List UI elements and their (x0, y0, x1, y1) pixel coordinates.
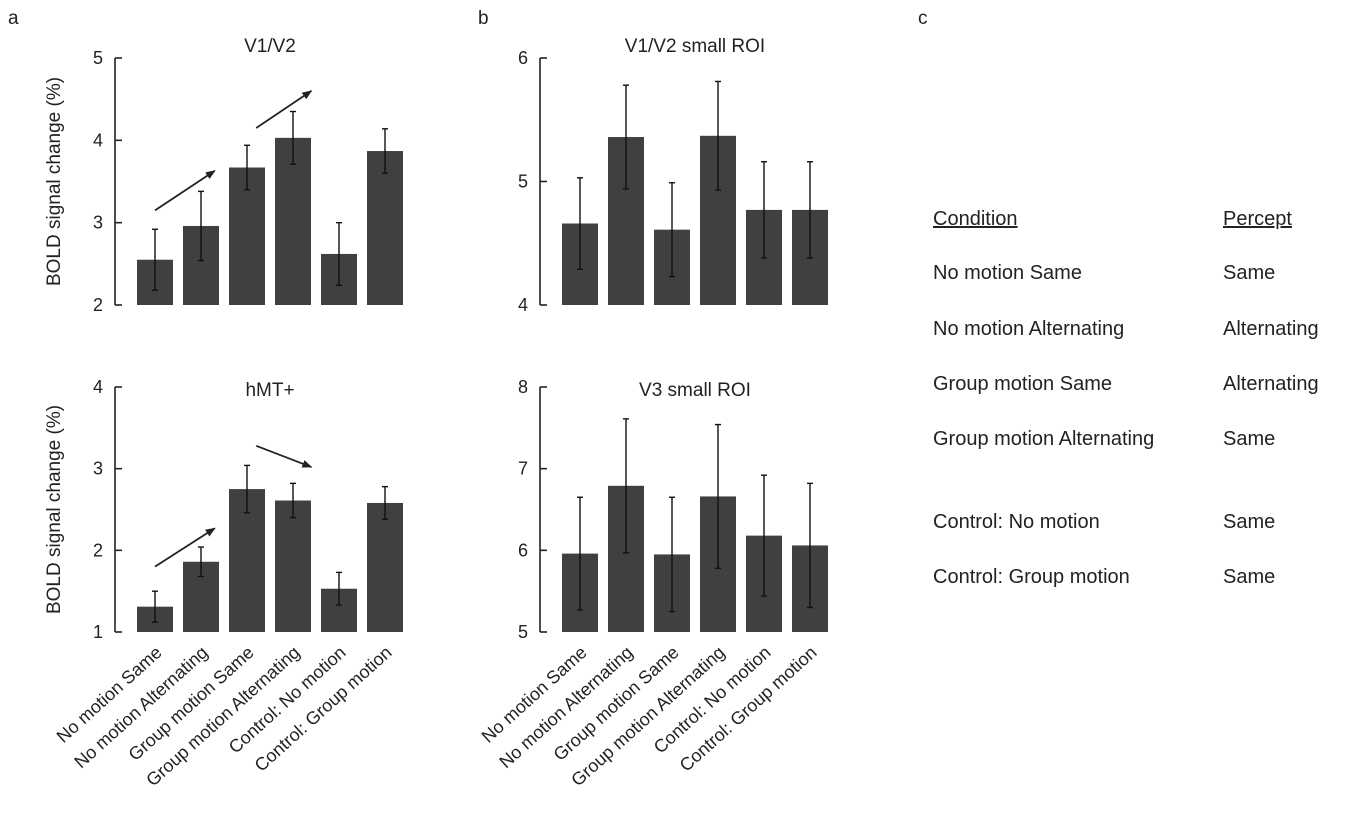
y-tick-label: 3 (93, 459, 103, 479)
trend-arrow (154, 527, 216, 568)
trend-arrow (255, 444, 313, 468)
chart-title: V1/V2 small ROI (625, 36, 765, 57)
y-tick-label: 2 (93, 540, 103, 560)
table-row-condition: No motion Alternating (933, 318, 1124, 340)
table-row-condition: No motion Same (933, 262, 1082, 284)
table-row-percept: Alternating (1223, 318, 1319, 340)
table-row-condition: Group motion Alternating (933, 428, 1154, 450)
y-tick-label: 6 (518, 540, 528, 560)
panel-letter-a: a (8, 8, 19, 29)
condition-percept-table: Condition Percept No motion Same Same No… (933, 208, 1319, 588)
y-tick-label: 4 (93, 377, 103, 397)
y-tick-label: 3 (93, 213, 103, 233)
chart-v1v2-small-roi: 4 5 6 V1/V2 small ROI (518, 36, 828, 315)
y-tick-label: 5 (93, 48, 103, 68)
table-row-condition: Control: No motion (933, 511, 1100, 533)
panel-letter-c: c (918, 8, 928, 29)
table-row-percept: Same (1223, 511, 1275, 533)
table-row-percept: Same (1223, 566, 1275, 588)
table-row-condition: Control: Group motion (933, 566, 1130, 588)
bar (367, 151, 403, 305)
table-header-percept: Percept (1223, 208, 1292, 230)
bar (275, 137, 311, 305)
trend-arrow (154, 170, 216, 212)
y-tick-label: 5 (518, 172, 528, 192)
bar (275, 500, 311, 632)
y-tick-label: 2 (93, 295, 103, 315)
table-row-percept: Same (1223, 428, 1275, 450)
y-axis-label: BOLD signal change (%) (44, 405, 65, 614)
table-row-percept: Same (1223, 262, 1275, 284)
y-tick-label: 8 (518, 377, 528, 397)
chart-title: V1/V2 (244, 36, 296, 57)
y-tick-label: 6 (518, 48, 528, 68)
bar (367, 502, 403, 632)
y-tick-label: 4 (93, 130, 103, 150)
chart-title: hMT+ (245, 380, 294, 401)
chart-v1v2: 2 3 4 5 V1/V2 BOLD signal change (%) (44, 36, 403, 315)
chart-title: V3 small ROI (639, 380, 751, 401)
y-axis-label: BOLD signal change (%) (44, 77, 65, 286)
table-row-percept: Alternating (1223, 373, 1319, 395)
y-tick-label: 7 (518, 459, 528, 479)
y-tick-label: 1 (93, 622, 103, 642)
table-row-condition: Group motion Same (933, 373, 1112, 395)
panel-letter-b: b (478, 8, 489, 29)
trend-arrow (255, 90, 313, 129)
y-tick-label: 5 (518, 622, 528, 642)
table-header-condition: Condition (933, 208, 1018, 230)
y-tick-label: 4 (518, 295, 528, 315)
